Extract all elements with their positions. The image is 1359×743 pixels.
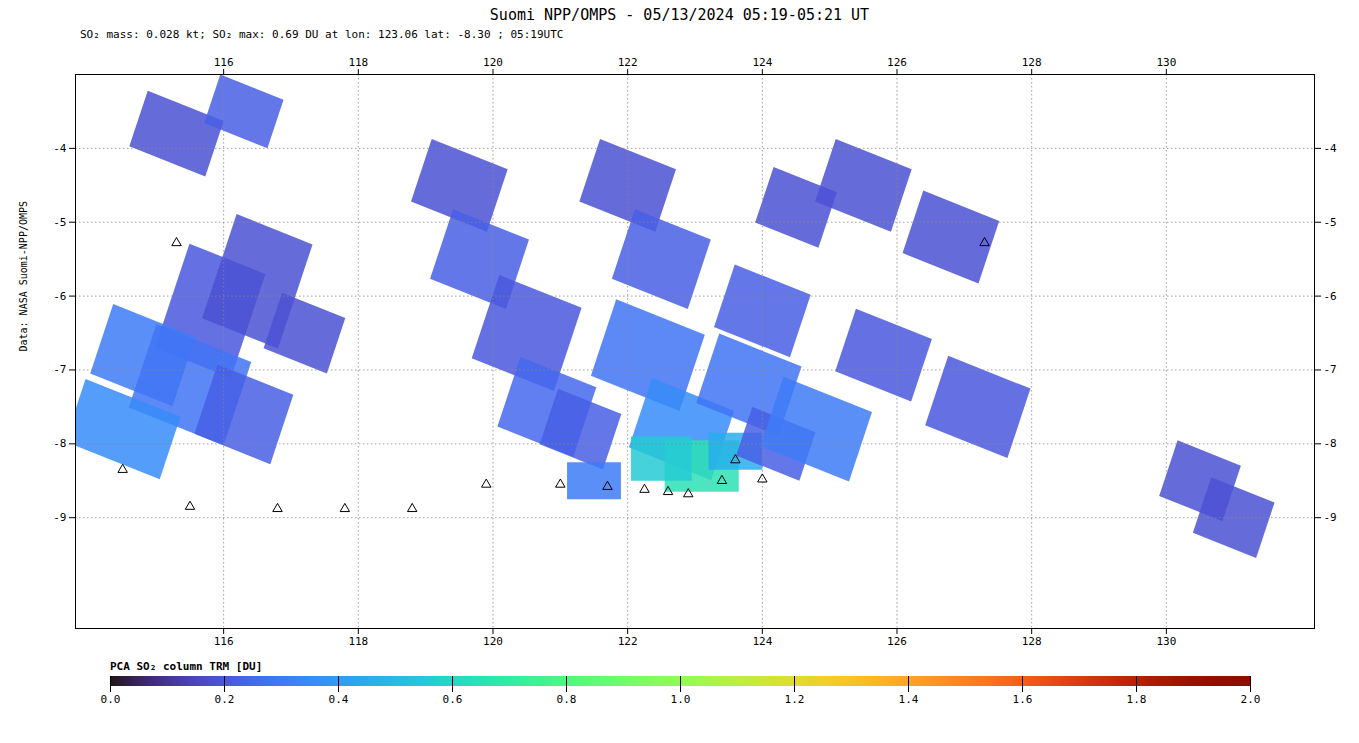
svg-text:118: 118 xyxy=(348,56,368,69)
svg-text:116: 116 xyxy=(214,635,234,648)
svg-text:1.4: 1.4 xyxy=(899,693,919,706)
svg-text:-6: -6 xyxy=(53,290,66,303)
svg-text:-7: -7 xyxy=(53,363,66,376)
svg-text:1.0: 1.0 xyxy=(671,693,691,706)
svg-text:-5: -5 xyxy=(53,216,66,229)
svg-text:122: 122 xyxy=(618,56,638,69)
svg-text:Data: NASA Suomi-NPP/OMPS: Data: NASA Suomi-NPP/OMPS xyxy=(18,201,29,352)
svg-text:128: 128 xyxy=(1022,635,1042,648)
svg-text:-4: -4 xyxy=(1324,142,1338,155)
svg-text:-9: -9 xyxy=(1324,511,1337,524)
svg-text:0.8: 0.8 xyxy=(557,693,577,706)
svg-text:1.6: 1.6 xyxy=(1013,693,1033,706)
svg-text:-9: -9 xyxy=(53,511,66,524)
svg-text:0.0: 0.0 xyxy=(101,693,121,706)
html-text:Suomi NPP/OMPS - 05/13/2024 05: Suomi NPP/OMPS - 05/13/2024 05:19-05:21 … xyxy=(489,6,870,24)
svg-text:118: 118 xyxy=(348,635,368,648)
svg-text:PCA SO₂ column TRM [DU]: PCA SO₂ column TRM [DU] xyxy=(110,660,262,673)
svg-text:124: 124 xyxy=(752,635,772,648)
svg-text:-8: -8 xyxy=(1324,437,1337,450)
svg-text:2.0: 2.0 xyxy=(1241,693,1261,706)
html-text:SO₂ mass: 0.028 kt; SO₂ max: 0: SO₂ mass: 0.028 kt; SO₂ max: 0.69 DU at … xyxy=(80,28,564,41)
svg-text:124: 124 xyxy=(752,56,772,69)
svg-text:130: 130 xyxy=(1156,56,1176,69)
svg-text:128: 128 xyxy=(1022,56,1042,69)
svg-text:0.4: 0.4 xyxy=(329,693,349,706)
svg-text:126: 126 xyxy=(887,635,907,648)
svg-text:0.2: 0.2 xyxy=(215,693,235,706)
svg-text:116: 116 xyxy=(214,56,234,69)
svg-text:120: 120 xyxy=(483,635,503,648)
svg-text:1.8: 1.8 xyxy=(1127,693,1147,706)
svg-text:126: 126 xyxy=(887,56,907,69)
svg-text:130: 130 xyxy=(1156,635,1176,648)
svg-text:-8: -8 xyxy=(53,437,66,450)
svg-text:-6: -6 xyxy=(1324,290,1337,303)
svg-text:-5: -5 xyxy=(1324,216,1337,229)
svg-text:0.6: 0.6 xyxy=(443,693,463,706)
svg-text:-4: -4 xyxy=(53,142,67,155)
svg-text:120: 120 xyxy=(483,56,503,69)
svg-text:122: 122 xyxy=(618,635,638,648)
svg-text:1.2: 1.2 xyxy=(785,693,805,706)
svg-text:-7: -7 xyxy=(1324,363,1337,376)
